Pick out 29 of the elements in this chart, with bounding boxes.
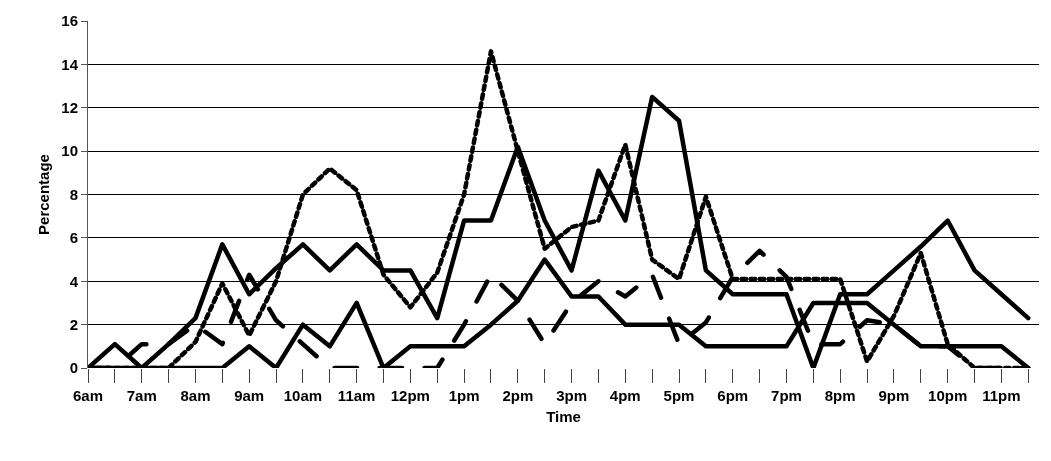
x-tick-label: 5pm [663, 387, 695, 404]
y-tick-label: 8 [69, 185, 78, 203]
x-tick-label: 9am [234, 387, 265, 404]
x-tick-label: 8am [180, 387, 211, 404]
y-tick-label: 14 [61, 55, 79, 73]
x-tick-label: 6am [72, 387, 104, 404]
y-tick-label: 0 [69, 359, 78, 377]
x-tick-label: 11am [337, 387, 376, 404]
x-tick-label: 2pm [502, 387, 534, 404]
y-tick-label: 12 [61, 99, 78, 116]
x-tick-label: 10pm [928, 387, 968, 404]
x-tick-label: 7pm [771, 387, 802, 404]
x-tick-label: 1pm [448, 387, 480, 404]
x-tick-label: 8pm [824, 387, 856, 404]
y-tick-label: 6 [69, 229, 78, 247]
x-tick-label: 10am [283, 387, 323, 404]
y-tick-label: 4 [69, 272, 79, 290]
y-tick-label: 10 [61, 142, 78, 160]
x-tick-label: 7am [126, 387, 157, 404]
x-tick-label: 12pm [390, 387, 430, 404]
x-axis-title: Time [546, 408, 581, 425]
y-axis-title: Percentage [34, 154, 52, 235]
y-tick-label: 16 [61, 12, 78, 30]
x-tick-label: 6pm [717, 387, 749, 404]
x-tick-label: 3pm [556, 387, 587, 404]
x-tick-label: 9pm [878, 387, 910, 404]
y-tick-label: 2 [69, 315, 78, 333]
x-tick-label: 11pm [982, 387, 1021, 404]
x-tick-label: 4pm [609, 387, 641, 404]
